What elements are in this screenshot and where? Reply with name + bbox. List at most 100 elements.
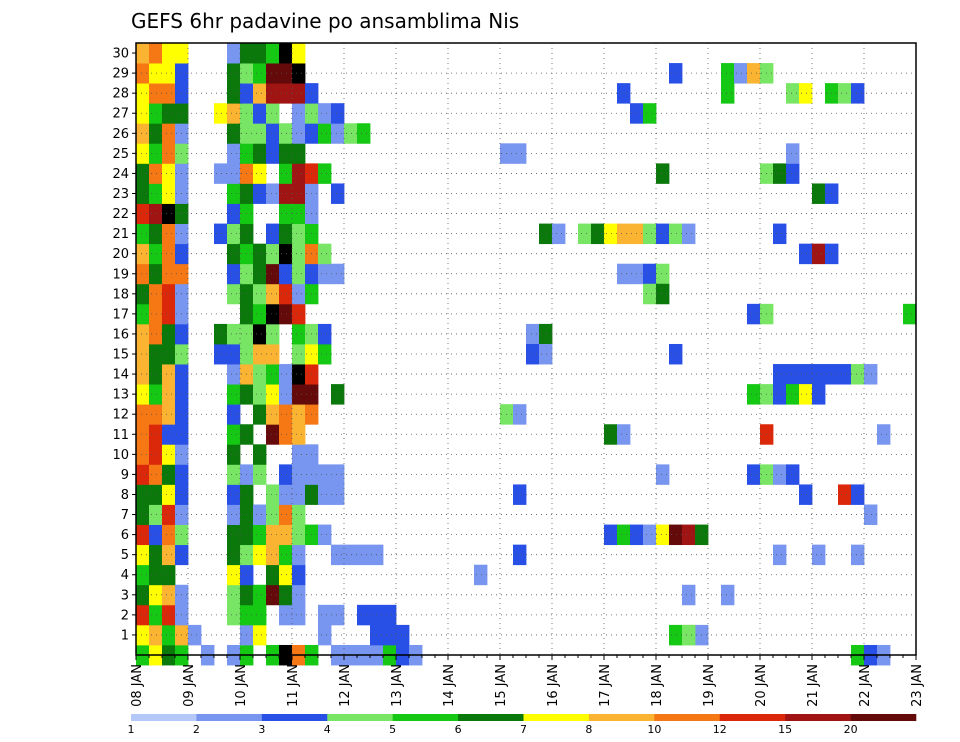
heatmap-cell [149, 624, 163, 646]
heatmap-cell [149, 323, 163, 345]
heatmap-cell [266, 243, 280, 265]
y-tick-label: 3 [121, 588, 129, 603]
colorbar-swatch [719, 714, 786, 721]
heatmap-cell [721, 63, 735, 84]
heatmap-cell [188, 624, 202, 646]
grid-lines [136, 43, 916, 655]
heatmap-cell [149, 444, 163, 465]
heatmap-cell [162, 384, 176, 405]
heatmap-cell [292, 604, 306, 626]
colorbar-label: 1 [128, 723, 135, 736]
heatmap-cell [253, 404, 267, 425]
heatmap-cell [292, 283, 306, 305]
heatmap-cell [669, 223, 683, 245]
heatmap-cell [266, 584, 280, 606]
heatmap-cell [149, 544, 163, 566]
heatmap-cell [227, 544, 241, 566]
heatmap-cell [253, 624, 267, 646]
heatmap-cell [357, 544, 371, 566]
heatmap-cell [526, 323, 540, 345]
heatmap-cell [162, 424, 176, 445]
colorbar-swatch [261, 714, 328, 721]
heatmap-cell [292, 103, 306, 124]
heatmap-cell [136, 43, 150, 64]
heatmap-cell [279, 564, 293, 586]
heatmap-cell [266, 404, 280, 425]
y-tick-label: 25 [112, 147, 129, 162]
heatmap-cell [331, 263, 345, 285]
heatmap-cell [617, 263, 631, 285]
heatmap-cell [331, 103, 345, 124]
heatmap-cell [149, 263, 163, 285]
heatmap-cell [266, 424, 280, 445]
heatmap-cell [253, 143, 267, 164]
heatmap-cell [292, 63, 306, 84]
heatmap-cell [279, 604, 293, 626]
heatmap-cell [279, 544, 293, 566]
heatmap-cell [318, 624, 332, 646]
x-tick-label: 19 JAN [702, 664, 717, 707]
heatmap-cell [227, 223, 241, 245]
y-tick-label: 1 [121, 628, 129, 643]
heatmap-cell [669, 343, 683, 365]
x-tick-label: 12 JAN [338, 664, 353, 707]
heatmap-cell [162, 63, 176, 84]
y-tick-label: 23 [112, 187, 129, 202]
y-tick-label: 15 [112, 348, 129, 363]
heatmap-cell [331, 464, 345, 485]
heatmap-cell [279, 364, 293, 385]
y-tick-label: 11 [112, 428, 129, 443]
heatmap-cell [877, 424, 891, 445]
heatmap-cell [253, 323, 267, 345]
heatmap-cell [799, 384, 813, 405]
heatmap-cell [136, 524, 150, 546]
heatmap-cell [773, 223, 787, 245]
heatmap-cell [383, 604, 397, 626]
heatmap-cell [162, 464, 176, 485]
heatmap-cell [162, 524, 176, 546]
heatmap-cell [474, 564, 488, 586]
heatmap-cell [812, 544, 826, 566]
heatmap-cell [266, 263, 280, 285]
heatmap-cell [331, 183, 345, 204]
heatmap-cell [136, 544, 150, 566]
heatmap-cell [318, 263, 332, 285]
heatmap-cell [227, 343, 241, 365]
heatmap-cell [266, 484, 280, 505]
heatmap-cell [812, 364, 826, 385]
heatmap-cell [253, 263, 267, 285]
heatmap-cell [851, 83, 865, 104]
heatmap-cell [162, 303, 176, 325]
heatmap-cell [773, 384, 787, 405]
heatmap-cell [279, 484, 293, 505]
heatmap-cell [292, 424, 306, 445]
heatmap-cell [292, 364, 306, 385]
heatmap-cell [292, 43, 306, 64]
heatmap-cell [279, 83, 293, 104]
heatmap-cell [227, 243, 241, 265]
heatmap-cell [812, 384, 826, 405]
heatmap-cell [266, 564, 280, 586]
x-tick-label: 13 JAN [390, 664, 405, 707]
heatmap-cell [162, 263, 176, 285]
heatmap-cell [604, 223, 618, 245]
heatmap-cell [357, 604, 371, 626]
heatmap-cell [266, 183, 280, 204]
heatmap-cell [266, 544, 280, 566]
heatmap-cell [279, 584, 293, 606]
heatmap-cell [253, 584, 267, 606]
heatmap-cell [292, 83, 306, 104]
x-tick-label: 22 JAN [858, 664, 873, 707]
colorbar-swatch [458, 714, 524, 721]
heatmap-cell [292, 343, 306, 365]
y-tick-label: 4 [121, 568, 129, 583]
heatmap-cell [682, 223, 696, 245]
heatmap-cell [227, 183, 241, 204]
heatmap-cell [292, 464, 306, 485]
heatmap-cell [734, 63, 748, 84]
y-tick-label: 8 [121, 488, 129, 503]
heatmap-cell [266, 223, 280, 245]
heatmap-cell [279, 163, 293, 184]
heatmap-cell [266, 343, 280, 365]
heatmap-cell [227, 103, 241, 124]
